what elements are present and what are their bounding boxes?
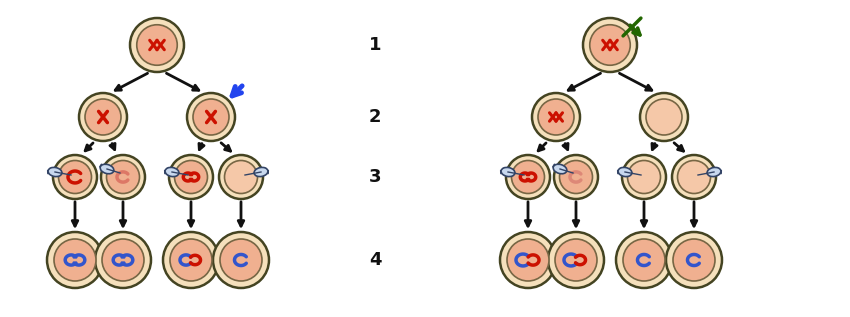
Circle shape	[106, 160, 139, 193]
Circle shape	[512, 160, 545, 193]
Circle shape	[646, 99, 682, 135]
Text: 1: 1	[369, 36, 382, 54]
Circle shape	[673, 239, 715, 281]
Text: 3: 3	[369, 168, 382, 186]
Circle shape	[640, 93, 688, 141]
Circle shape	[548, 232, 604, 288]
Circle shape	[555, 239, 597, 281]
Circle shape	[500, 232, 556, 288]
Circle shape	[85, 99, 121, 135]
Circle shape	[213, 232, 269, 288]
Ellipse shape	[100, 164, 114, 174]
Ellipse shape	[48, 167, 62, 177]
Circle shape	[623, 239, 665, 281]
Circle shape	[174, 160, 207, 193]
Circle shape	[616, 232, 672, 288]
Circle shape	[622, 155, 666, 199]
Circle shape	[169, 155, 213, 199]
Circle shape	[590, 25, 630, 65]
Circle shape	[59, 160, 92, 193]
Circle shape	[170, 239, 212, 281]
Circle shape	[220, 239, 262, 281]
Circle shape	[672, 155, 716, 199]
Circle shape	[193, 99, 229, 135]
Circle shape	[583, 18, 637, 72]
Circle shape	[506, 155, 550, 199]
Ellipse shape	[618, 167, 632, 177]
Ellipse shape	[553, 164, 567, 174]
Circle shape	[53, 155, 97, 199]
Circle shape	[219, 155, 263, 199]
Circle shape	[95, 232, 151, 288]
Ellipse shape	[254, 167, 268, 177]
Circle shape	[102, 239, 144, 281]
Circle shape	[677, 160, 711, 193]
Circle shape	[554, 155, 598, 199]
Circle shape	[137, 25, 178, 65]
Circle shape	[54, 239, 96, 281]
Circle shape	[187, 93, 235, 141]
Circle shape	[163, 232, 219, 288]
Circle shape	[101, 155, 145, 199]
Ellipse shape	[501, 167, 515, 177]
Circle shape	[47, 232, 103, 288]
Circle shape	[559, 160, 592, 193]
Circle shape	[532, 93, 580, 141]
Circle shape	[79, 93, 127, 141]
Circle shape	[627, 160, 660, 193]
Ellipse shape	[165, 167, 179, 177]
Circle shape	[507, 239, 549, 281]
Ellipse shape	[707, 167, 721, 177]
Circle shape	[666, 232, 722, 288]
Text: 4: 4	[369, 251, 382, 269]
Text: 2: 2	[369, 108, 382, 126]
Circle shape	[130, 18, 184, 72]
Circle shape	[224, 160, 258, 193]
Circle shape	[538, 99, 574, 135]
